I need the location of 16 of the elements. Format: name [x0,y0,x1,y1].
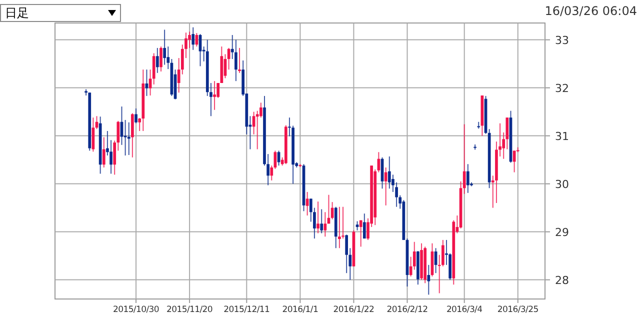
y-tick-label: 33 [555,34,569,47]
x-tick-label: 2016/3/25 [497,305,538,315]
x-tick-label: 2016/3/4 [446,305,482,315]
y-tick-label: 32 [555,82,569,95]
y-tick-label: 31 [555,130,569,143]
text: 日足 [5,6,29,20]
x-tick-label: 2015/10/30 [113,305,160,315]
x-tick-label: 2016/1/22 [333,305,374,315]
x-tick-label: 2015/11/20 [166,305,213,315]
y-tick-label: 30 [555,178,569,191]
y-tick-label: 28 [555,274,569,287]
y-tick-label: 29 [555,226,569,239]
text: 16/03/26 06:04 [544,4,637,18]
x-tick-label: 2016/2/12 [386,305,428,315]
x-tick-label: 2016/1/1 [282,305,318,315]
x-tick-label: 2015/12/11 [224,305,270,315]
